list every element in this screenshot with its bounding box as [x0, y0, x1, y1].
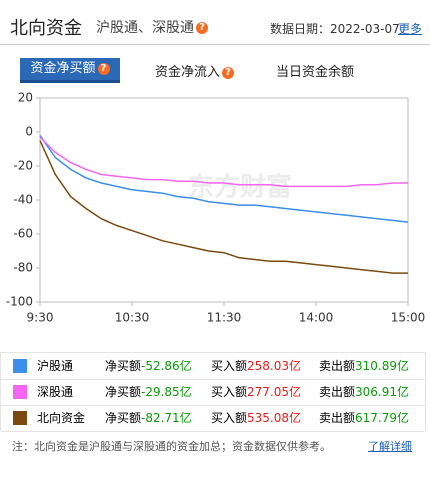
subtitle: 沪股通、深股通? [96, 17, 208, 37]
series-name: 沪股通 [37, 359, 74, 373]
tab-label: 资金净流入 [155, 65, 221, 80]
buy-value: 277.05亿 [247, 385, 301, 399]
y-tick-label: -100 [6, 295, 33, 309]
x-tick-label: 11:30 [207, 311, 242, 325]
sell-label: 卖出额 [319, 411, 356, 425]
footer-link[interactable]: 了解详细 [368, 440, 412, 453]
title: 北向资金 [10, 18, 82, 39]
series-line [39, 134, 409, 223]
help-icon[interactable]: ? [196, 22, 208, 34]
sell-value: 306.91亿 [355, 385, 409, 399]
net-buy-label: 净买额 [105, 385, 142, 399]
net-buy-label: 净买额 [105, 359, 142, 373]
sell-value: 617.79亿 [355, 411, 409, 425]
buy-value: 258.03亿 [247, 359, 301, 373]
legend-swatch [13, 359, 27, 373]
summary-row: 沪股通 净买额 -52.86亿 买入额 258.03亿 卖出额 310.89亿 [1, 353, 425, 380]
help-icon[interactable]: ? [222, 66, 235, 79]
watermark: 东方财富 [188, 172, 292, 203]
chart: 东方财富 20 0 -20 -40 -60 -80 -100 9:30 10:30 11:30 14… [6, 91, 426, 325]
legend-swatch [13, 411, 27, 425]
footer-note: 注：北向资金是沪股通与深股通的资金加总；资金数据仅供参考。 [12, 440, 331, 453]
summary-row: 北向资金 净买额 -82.71亿 买入额 535.08亿 卖出额 617.79亿 [1, 405, 425, 432]
tab[interactable]: 资金净流入? [155, 61, 235, 80]
summary-row: 深股通 净买额 -29.85亿 买入额 277.05亿 卖出额 306.91亿 [1, 379, 425, 406]
date: 数据日期：2022-03-07 [270, 22, 400, 36]
subtitle-text: 沪股通、深股通 [96, 20, 194, 36]
series-line [39, 140, 408, 274]
net-buy-value: -29.85亿 [141, 385, 192, 399]
buy-label: 买入额 [211, 411, 248, 425]
y-tick-label: -80 [13, 261, 33, 275]
tab-active[interactable]: 资金净买额? [20, 58, 120, 83]
buy-label: 买入额 [211, 385, 248, 399]
sell-label: 卖出额 [319, 385, 356, 399]
x-tick-label: 15:00 [391, 311, 426, 325]
series-name: 北向资金 [37, 411, 86, 425]
y-tick-label: -20 [13, 159, 33, 173]
series-line [39, 136, 408, 188]
series-name: 深股通 [37, 385, 74, 399]
divider [0, 44, 430, 45]
more-link[interactable]: 更多 [398, 22, 423, 36]
y-tick-label: 0 [25, 125, 33, 139]
y-tick-label: -40 [13, 193, 33, 207]
buy-label: 买入额 [211, 359, 248, 373]
sell-value: 310.89亿 [355, 359, 409, 373]
net-buy-label: 净买额 [105, 411, 142, 425]
x-tick-label: 9:30 [27, 311, 54, 325]
legend-swatch [13, 385, 27, 399]
buy-value: 535.08亿 [247, 411, 301, 425]
tab-label: 资金净买额 [30, 61, 96, 76]
y-tick-label: 20 [18, 91, 33, 105]
net-buy-value: -52.86亿 [141, 359, 192, 373]
x-tick-label: 14:00 [299, 311, 334, 325]
x-tick-label: 10:30 [115, 311, 150, 325]
help-icon[interactable]: ? [97, 62, 110, 75]
tab[interactable]: 当日资金余额 [276, 65, 355, 80]
summary-table: 沪股通 净买额 -52.86亿 买入额 258.03亿 卖出额 310.89亿 深股通 净买额 -… [0, 352, 426, 432]
sell-label: 卖出额 [319, 359, 356, 373]
net-buy-value: -82.71亿 [141, 411, 192, 425]
y-tick-label: -60 [13, 227, 33, 241]
